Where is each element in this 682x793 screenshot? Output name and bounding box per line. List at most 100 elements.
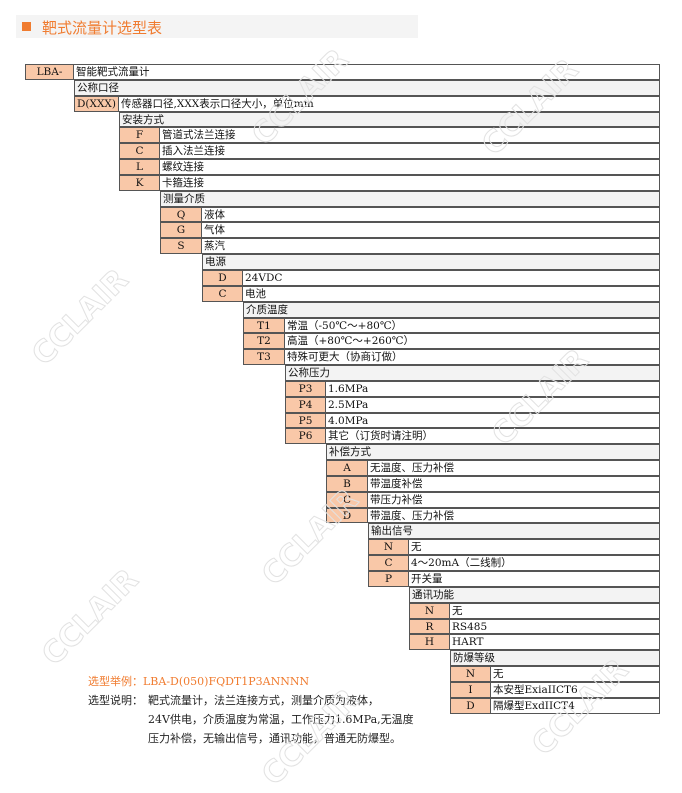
option-description: 无 xyxy=(408,539,660,556)
section-header-row: 补偿方式 xyxy=(0,444,682,461)
section-header: 电源 xyxy=(202,254,660,270)
section-header-row: 通讯功能 xyxy=(0,586,682,603)
option-description: 本安型ExiaIICT6 xyxy=(490,681,660,698)
option-code: P xyxy=(368,571,409,587)
section-header-row: 电源 xyxy=(0,254,682,270)
option-code: L xyxy=(119,159,160,175)
section-header-row: 测量介质 xyxy=(0,190,682,207)
section-header: 公称压力 xyxy=(285,365,660,381)
option-description: 带压力补偿 xyxy=(367,491,660,508)
option-row: L 螺纹连接 xyxy=(0,159,682,175)
option-row: P 开关量 xyxy=(0,571,682,587)
section-header: 测量介质 xyxy=(160,190,660,207)
option-description: 传感器口径,XXX表示口径大小，单位mm xyxy=(118,95,660,112)
option-row: I 本安型ExiaIICT6 xyxy=(0,681,682,698)
option-code: LBA- xyxy=(25,64,74,80)
option-description: 插入法兰连接 xyxy=(159,143,660,160)
square-bullet-icon xyxy=(22,22,31,31)
option-description: 其它（订货时请注明） xyxy=(325,428,660,445)
section-header: 公称口径 xyxy=(74,79,660,96)
option-code: C xyxy=(368,555,409,571)
option-row: G 气体 xyxy=(0,222,682,239)
option-row: K 卡箍连接 xyxy=(0,174,682,191)
selection-table: LBA- 智能靶式流量计 公称口径 D(XXX) 传感器口径,XXX表示口径大小，单位… xyxy=(0,64,682,714)
option-code: F xyxy=(119,127,160,144)
option-description: 特殊可更大（协商订做） xyxy=(284,349,660,366)
option-row: C 带压力补偿 xyxy=(0,491,682,508)
option-code: A xyxy=(326,460,368,476)
option-description: 无 xyxy=(449,602,660,619)
option-row: P5 4.0MPa xyxy=(0,412,682,429)
option-description: 2.5MPa xyxy=(325,396,660,413)
option-row: F 管道式法兰连接 xyxy=(0,127,682,144)
option-code: S xyxy=(160,238,202,255)
option-row: C 4～20mA（二线制） xyxy=(0,555,682,571)
option-code: D(XXX) xyxy=(74,95,119,112)
option-code: C xyxy=(202,285,243,302)
option-row: C 电池 xyxy=(0,285,682,302)
option-description: 卡箍连接 xyxy=(159,174,660,191)
option-code: C xyxy=(119,143,160,160)
option-row: B 带温度补偿 xyxy=(0,475,682,492)
option-code: H xyxy=(409,634,450,651)
option-row: LBA- 智能靶式流量计 xyxy=(0,64,682,80)
option-code: C xyxy=(326,491,368,508)
option-code: D xyxy=(202,269,243,286)
option-description: 无 xyxy=(490,666,660,682)
option-code: T2 xyxy=(243,333,285,350)
section-header: 防爆等级 xyxy=(450,650,660,667)
option-code: B xyxy=(326,475,368,492)
option-code: T1 xyxy=(243,317,285,334)
example-model: 选型举例：LBA-D(050)FQDT1P3ANNNN xyxy=(88,675,310,688)
title-bar: 靶式流量计选型表 xyxy=(16,15,418,38)
option-row: P4 2.5MPa xyxy=(0,396,682,413)
option-code: N xyxy=(368,539,409,556)
section-header: 补偿方式 xyxy=(326,444,660,461)
option-description: 常温（-50℃～+80℃） xyxy=(284,317,660,334)
section-header: 介质温度 xyxy=(243,301,660,318)
option-code: R xyxy=(409,618,450,635)
option-row: D(XXX) 传感器口径,XXX表示口径大小，单位mm xyxy=(0,95,682,112)
section-header: 输出信号 xyxy=(368,523,660,540)
option-code: K xyxy=(119,174,160,191)
option-row: Q 液体 xyxy=(0,206,682,223)
option-description: 螺纹连接 xyxy=(159,159,660,175)
option-row: C 插入法兰连接 xyxy=(0,143,682,160)
option-code: N xyxy=(409,602,450,619)
option-row: D 24VDC xyxy=(0,269,682,286)
section-header-row: 公称口径 xyxy=(0,79,682,96)
option-code: P3 xyxy=(285,380,326,397)
option-description: 气体 xyxy=(201,222,660,239)
option-description: 高温（+80℃～+260℃） xyxy=(284,333,660,350)
option-code: Q xyxy=(160,206,202,223)
option-description: 4.0MPa xyxy=(325,412,660,429)
option-description: 隔爆型ExdIICT4 xyxy=(490,697,660,714)
option-row: H HART xyxy=(0,634,682,651)
option-row: T1 常温（-50℃～+80℃） xyxy=(0,317,682,334)
option-code: T3 xyxy=(243,349,285,366)
option-description: 带温度补偿 xyxy=(367,475,660,492)
section-header: 通讯功能 xyxy=(409,586,660,603)
option-description: 24VDC xyxy=(242,269,660,286)
option-description: RS485 xyxy=(449,618,660,635)
example-explain-line: 压力补偿，无输出信号，通讯功能，普通无防爆型。 xyxy=(148,732,401,745)
section-header-row: 介质温度 xyxy=(0,301,682,318)
option-description: 管道式法兰连接 xyxy=(159,127,660,144)
option-code: G xyxy=(160,222,202,239)
section-header-row: 输出信号 xyxy=(0,523,682,540)
option-description: HART xyxy=(449,634,660,651)
option-description: 智能靶式流量计 xyxy=(73,64,660,80)
example-explain-label: 选型说明： xyxy=(88,694,143,707)
option-code: P5 xyxy=(285,412,326,429)
option-description: 4～20mA（二线制） xyxy=(408,555,660,571)
option-row: D 带温度、压力补偿 xyxy=(0,507,682,524)
option-row: A 无温度、压力补偿 xyxy=(0,460,682,476)
option-row: T2 高温（+80℃～+260℃） xyxy=(0,333,682,350)
option-row: R RS485 xyxy=(0,618,682,635)
option-description: 开关量 xyxy=(408,571,660,587)
option-description: 液体 xyxy=(201,206,660,223)
option-code: D xyxy=(450,697,491,714)
